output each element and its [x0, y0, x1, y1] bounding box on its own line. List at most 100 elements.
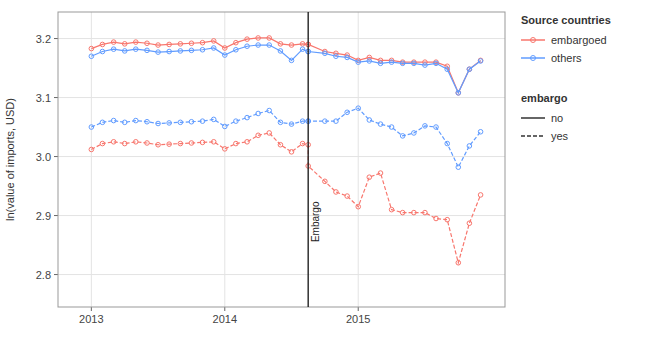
series-marker — [234, 141, 239, 146]
series-marker — [200, 140, 205, 145]
y-tick — [54, 38, 58, 39]
series-marker — [145, 41, 150, 46]
legend-swatch — [521, 39, 545, 41]
series-marker — [234, 40, 239, 45]
series-marker — [156, 142, 161, 147]
series-marker — [89, 125, 94, 130]
series-marker — [267, 43, 272, 48]
series-marker — [222, 46, 227, 51]
series-marker — [378, 61, 383, 66]
series-marker — [278, 120, 283, 125]
plot-area — [58, 12, 505, 307]
series-marker — [222, 53, 227, 58]
series-marker — [178, 120, 183, 125]
series-marker — [412, 210, 417, 215]
y-tick-label: 2.8 — [36, 269, 51, 281]
embargo-line — [307, 12, 308, 307]
series-marker — [133, 47, 138, 52]
y-tick-label: 2.9 — [36, 210, 51, 222]
y-tick — [54, 215, 58, 216]
series-marker — [100, 49, 105, 54]
legend-swatch — [521, 135, 545, 137]
plot-frame — [58, 12, 505, 307]
series-marker — [256, 36, 261, 41]
series-marker — [389, 60, 394, 65]
series-marker — [467, 67, 472, 72]
series-marker — [367, 175, 372, 180]
series-marker — [400, 134, 405, 139]
series-marker — [256, 133, 261, 138]
series-marker — [189, 141, 194, 146]
series-marker — [145, 48, 150, 53]
y-grid-line — [58, 274, 505, 275]
series-marker — [300, 119, 305, 124]
series-marker — [289, 150, 294, 155]
series-marker — [122, 42, 127, 47]
series-marker — [478, 59, 483, 64]
legend-swatch — [521, 117, 545, 119]
x-tick-label: 2014 — [213, 313, 237, 325]
series-marker — [245, 44, 250, 49]
series-marker — [234, 119, 239, 124]
y-grid-line — [58, 156, 505, 157]
series-line — [91, 45, 480, 93]
x-tick-label: 2015 — [346, 313, 370, 325]
series-marker — [456, 260, 461, 265]
series-marker — [145, 119, 150, 124]
series-marker — [400, 61, 405, 66]
series-marker — [412, 61, 417, 66]
series-marker — [89, 147, 94, 152]
series-marker — [133, 140, 138, 145]
series-marker — [122, 49, 127, 54]
series-marker — [122, 120, 127, 125]
x-grid-line — [358, 12, 359, 307]
legend-label: no — [551, 112, 563, 124]
legend-marker — [531, 56, 536, 61]
series-marker — [100, 141, 105, 146]
series-marker — [456, 165, 461, 170]
series-marker — [167, 42, 172, 47]
series-marker — [211, 117, 216, 122]
series-marker — [156, 50, 161, 55]
y-tick — [54, 274, 58, 275]
series-marker — [278, 49, 283, 54]
y-axis-label: ln(value of imports, USD) — [4, 98, 16, 221]
series-marker — [200, 47, 205, 52]
series-marker — [189, 41, 194, 46]
series-marker — [300, 47, 305, 52]
series-marker — [323, 51, 328, 56]
data-layer — [89, 36, 483, 265]
series-marker — [156, 43, 161, 48]
series-marker — [200, 40, 205, 45]
series-marker — [345, 55, 350, 60]
series-marker — [289, 43, 294, 48]
series-marker — [378, 171, 383, 176]
series-marker — [189, 48, 194, 53]
series-marker — [211, 39, 216, 44]
chart: 2013201420152.82.93.03.13.2ln(value of i… — [0, 0, 658, 337]
series-marker — [478, 129, 483, 134]
legend-swatch — [521, 57, 545, 59]
y-tick — [54, 156, 58, 157]
series-marker — [267, 131, 272, 136]
series-marker — [167, 121, 172, 126]
series-marker — [178, 141, 183, 146]
series-marker — [256, 111, 261, 116]
series-marker — [412, 131, 417, 136]
x-tick — [358, 307, 359, 311]
series-marker — [100, 120, 105, 125]
series-marker — [478, 58, 483, 63]
series-marker — [211, 140, 216, 145]
x-tick — [224, 307, 225, 311]
series-marker — [323, 179, 328, 184]
series-marker — [245, 115, 250, 120]
series-marker — [278, 42, 283, 47]
series-marker — [356, 204, 361, 209]
series-marker — [256, 43, 261, 48]
series-marker — [111, 118, 116, 123]
series-marker — [423, 210, 428, 215]
series-marker — [434, 216, 439, 221]
series-marker — [345, 194, 350, 199]
series-marker — [222, 147, 227, 152]
series-marker — [145, 141, 150, 146]
